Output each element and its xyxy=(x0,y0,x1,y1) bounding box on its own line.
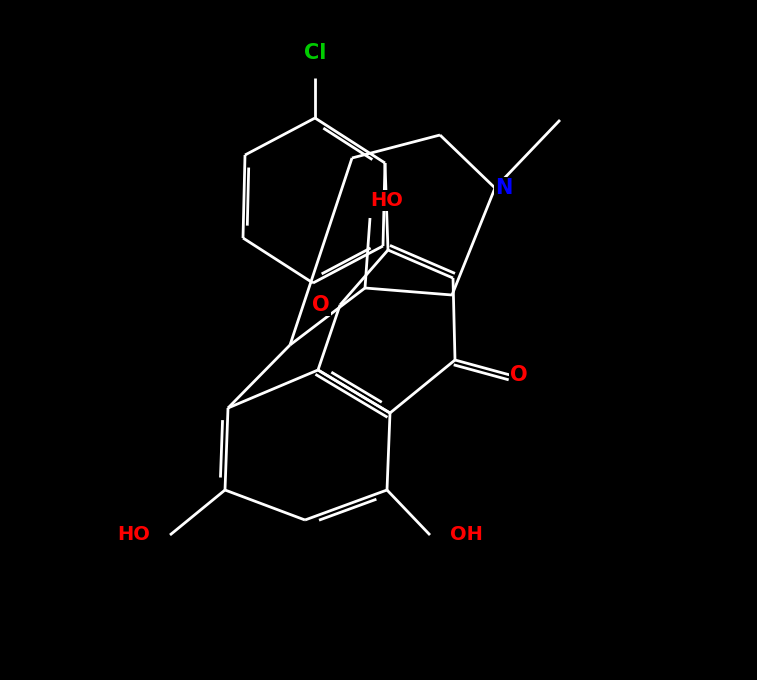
Text: HO: HO xyxy=(370,191,403,210)
Text: O: O xyxy=(313,295,330,315)
Text: OH: OH xyxy=(450,526,483,545)
Text: Cl: Cl xyxy=(304,43,326,63)
Text: O: O xyxy=(510,365,528,385)
Text: N: N xyxy=(495,178,512,198)
Text: HO: HO xyxy=(117,526,150,545)
